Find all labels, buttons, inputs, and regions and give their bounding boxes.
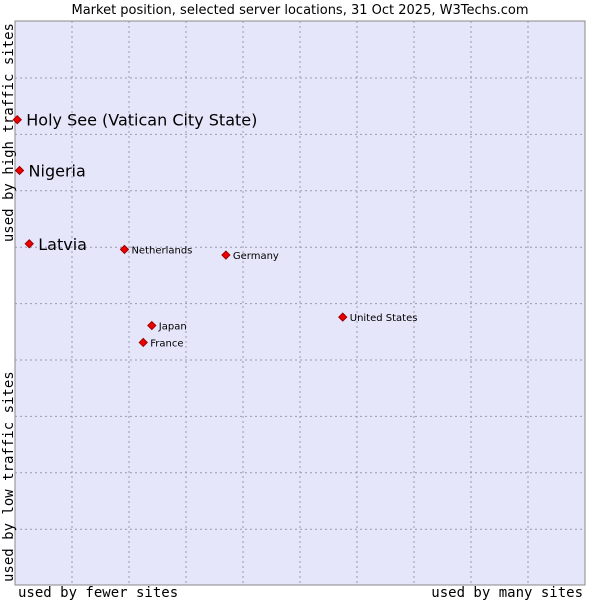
- data-point-label: Japan: [158, 322, 187, 333]
- data-point: Holy See (Vatican City State): [12, 111, 257, 130]
- data-point-label: France: [150, 338, 183, 349]
- data-point-marker: [221, 250, 231, 260]
- x-axis-label-right: used by many sites: [431, 585, 583, 600]
- data-point-marker: [138, 337, 148, 348]
- data-point-marker: [119, 244, 130, 255]
- data-point-label: Holy See (Vatican City State): [26, 111, 257, 130]
- data-point-label: United States: [350, 313, 418, 324]
- grid: [15, 21, 585, 585]
- data-point: United States: [338, 312, 418, 324]
- data-point-label: Nigeria: [29, 161, 86, 180]
- plot-area: [14, 20, 586, 586]
- data-point-label: Netherlands: [131, 245, 192, 256]
- data-point: Nigeria: [14, 161, 86, 180]
- data-points: Holy See (Vatican City State) Nigeria Latv…: [12, 111, 418, 349]
- data-point-marker: [338, 312, 348, 322]
- data-point: Latvia: [24, 235, 87, 254]
- chart-title: Market position, selected server locatio…: [71, 3, 528, 18]
- data-point-marker: [12, 114, 22, 125]
- data-point: France: [138, 337, 184, 349]
- data-point: Netherlands: [119, 244, 192, 256]
- x-axis-label-left: used by fewer sites: [18, 585, 178, 600]
- data-point-label: Latvia: [38, 235, 87, 254]
- y-axis-label-top: used by high traffic sites: [1, 23, 17, 242]
- data-point-marker: [24, 239, 34, 249]
- data-point: Japan: [147, 320, 187, 333]
- y-axis-label-bottom: used by low traffic sites: [1, 371, 17, 582]
- data-point: Germany: [221, 250, 279, 262]
- data-point-label: Germany: [233, 251, 279, 262]
- data-point-marker: [14, 165, 25, 176]
- data-point-marker: [147, 320, 157, 331]
